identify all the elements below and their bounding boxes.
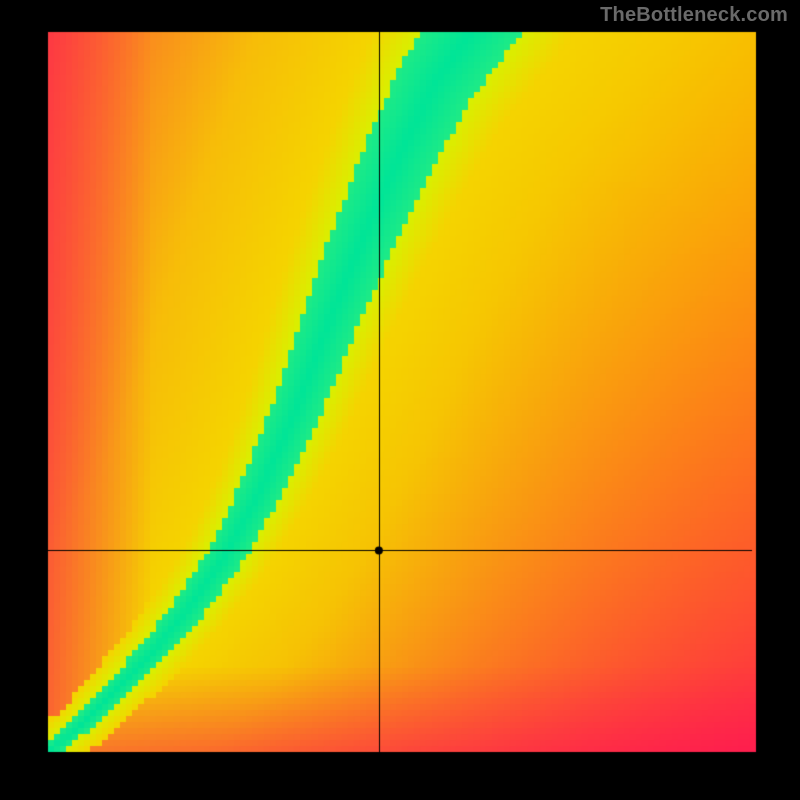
chart-container: TheBottleneck.com [0,0,800,800]
bottleneck-heatmap [0,0,800,800]
watermark-text: TheBottleneck.com [600,4,788,27]
